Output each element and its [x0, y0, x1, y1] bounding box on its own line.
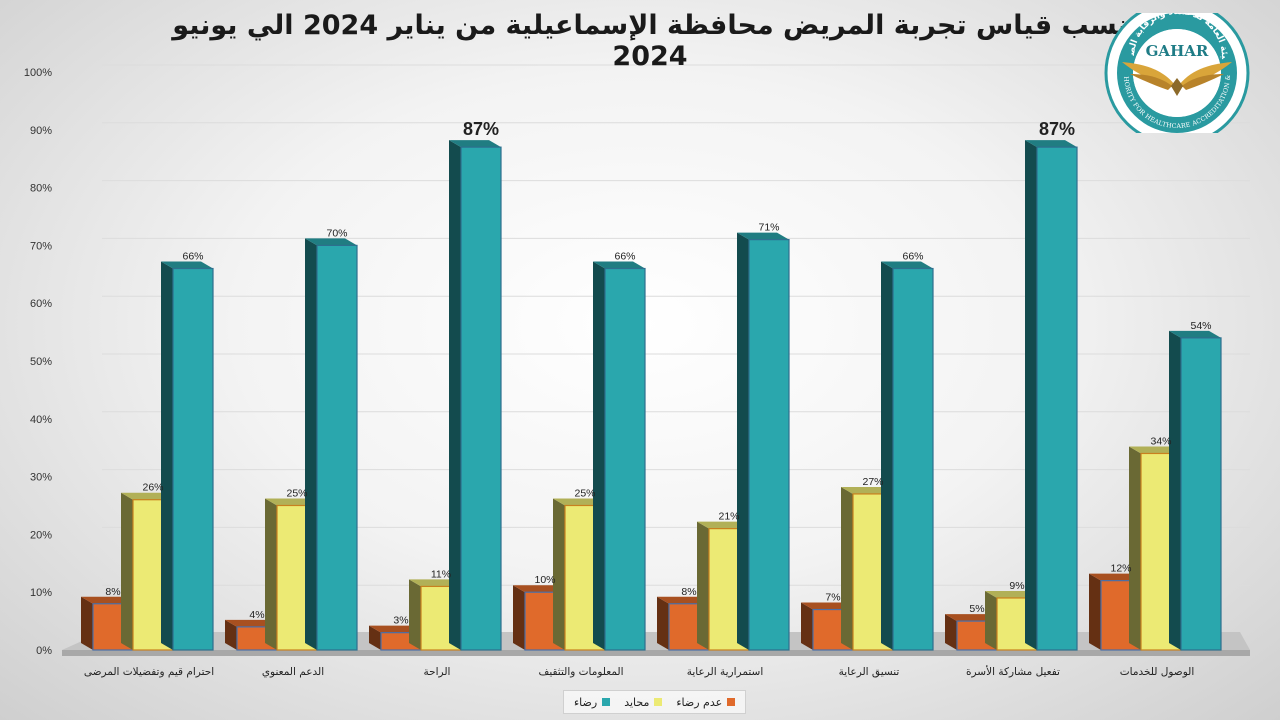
logo-outer-ring [1104, 13, 1250, 133]
y-axis: 0% 10% 20% 30% 40% 50% 60% 70% 80% 90% 100% [24, 67, 52, 657]
logo-ring-band [1117, 13, 1237, 133]
logo-inner-disc [1133, 29, 1221, 117]
value-label-satisfied-7: 54% [1190, 320, 1211, 332]
legend: عدم رضاء محايد رضاء [563, 690, 747, 714]
y-tick-label: 10% [30, 587, 52, 599]
bar-satisfied-4 [737, 232, 790, 651]
category-label-3: المعلومات والتثقيف [538, 666, 623, 678]
bar-satisfied-3 [593, 261, 646, 651]
bars [81, 140, 1222, 651]
bar-satisfied-6 [1025, 140, 1078, 651]
value-label-dissatisfied-0: 8% [105, 586, 120, 598]
legend-swatch-neutral [654, 698, 663, 706]
category-label-0: احترام قيم وتفضيلات المرضى [84, 666, 214, 678]
y-tick-label: 20% [30, 529, 52, 541]
bar-dissatisfied-2 [369, 625, 422, 651]
bar-satisfied-5 [881, 261, 934, 651]
y-tick-label: 80% [30, 183, 52, 195]
bar-satisfied-2 [449, 140, 502, 651]
y-tick-label: 0% [36, 645, 52, 657]
value-label-dissatisfied-3: 10% [534, 574, 555, 586]
category-label-5: تنسيق الرعاية [839, 666, 900, 678]
value-label-dissatisfied-5: 7% [825, 592, 840, 604]
y-tick-label: 100% [24, 67, 52, 79]
value-label-dissatisfied-6: 5% [969, 603, 984, 615]
value-label-dissatisfied-4: 8% [681, 586, 696, 598]
bar-satisfied-1 [305, 238, 358, 651]
bar-satisfied-7 [1169, 330, 1222, 651]
value-label-satisfied-2: 87% [463, 119, 499, 139]
value-label-neutral-0: 26% [142, 482, 163, 494]
value-label-neutral-5: 27% [862, 476, 883, 488]
value-label-satisfied-1: 70% [326, 227, 347, 239]
chart-title: نسب قياس تجربة المريض محافظة الإسماعيلية… [172, 10, 1128, 72]
category-label-6: تفعيل مشاركة الأسرة [966, 665, 1060, 678]
floor-edge [62, 650, 1250, 656]
legend-label-neutral: محايد [624, 695, 650, 709]
value-label-dissatisfied-1: 4% [249, 609, 264, 621]
value-label-neutral-3: 25% [574, 488, 595, 500]
value-label-neutral-7: 34% [1150, 435, 1171, 447]
y-tick-label: 30% [30, 472, 52, 484]
legend-swatch-satisfied [602, 698, 611, 706]
y-tick-label: 60% [30, 298, 52, 310]
y-tick-label: 40% [30, 414, 52, 426]
legend-label-satisfied: رضاء [574, 695, 598, 709]
value-label-satisfied-4: 71% [758, 222, 779, 234]
category-label-1: الدعم المعنوي [262, 666, 324, 678]
value-label-satisfied-0: 66% [182, 251, 203, 263]
value-label-neutral-1: 25% [286, 488, 307, 500]
x-axis: احترام قيم وتفضيلات المرضى الدعم المعنوي ا… [84, 665, 1194, 678]
value-label-neutral-6: 9% [1009, 580, 1024, 592]
eagle-wings-icon [1122, 62, 1232, 96]
category-label-7: الوصول للخدمات [1120, 666, 1195, 678]
gahar-logo: GENERAL AUTHORITY FOR HEALTHCARE ACCREDI… [1103, 13, 1250, 133]
legend-item-satisfied: رضاء [574, 695, 611, 709]
y-tick-label: 90% [30, 125, 52, 137]
value-label-satisfied-6: 87% [1039, 119, 1075, 139]
logo-wordmark: GAHAR [1146, 42, 1209, 60]
value-label-satisfied-3: 66% [614, 251, 635, 263]
legend-label-dissatisfied: عدم رضاء [676, 695, 723, 709]
y-tick-label: 70% [30, 240, 52, 252]
value-label-dissatisfied-2: 3% [393, 615, 408, 627]
category-label-2: الراحة [424, 666, 451, 678]
legend-item-dissatisfied: عدم رضاء [676, 695, 736, 709]
legend-swatch-dissatisfied [727, 698, 736, 706]
bar-satisfied-0 [161, 261, 214, 651]
data-labels: 8% 26% 66% 4% 25% 70% 3% 11% 87% 10% 25% 66% 8% 21% 71… [105, 119, 1211, 627]
legend-item-neutral: محايد [624, 695, 663, 709]
value-label-dissatisfied-7: 12% [1110, 563, 1131, 575]
y-tick-label: 50% [30, 356, 52, 368]
value-label-neutral-2: 11% [431, 568, 451, 580]
value-label-neutral-4: 21% [718, 511, 739, 523]
category-label-4: استمرارية الرعاية [687, 666, 764, 678]
value-label-satisfied-5: 66% [902, 251, 923, 263]
